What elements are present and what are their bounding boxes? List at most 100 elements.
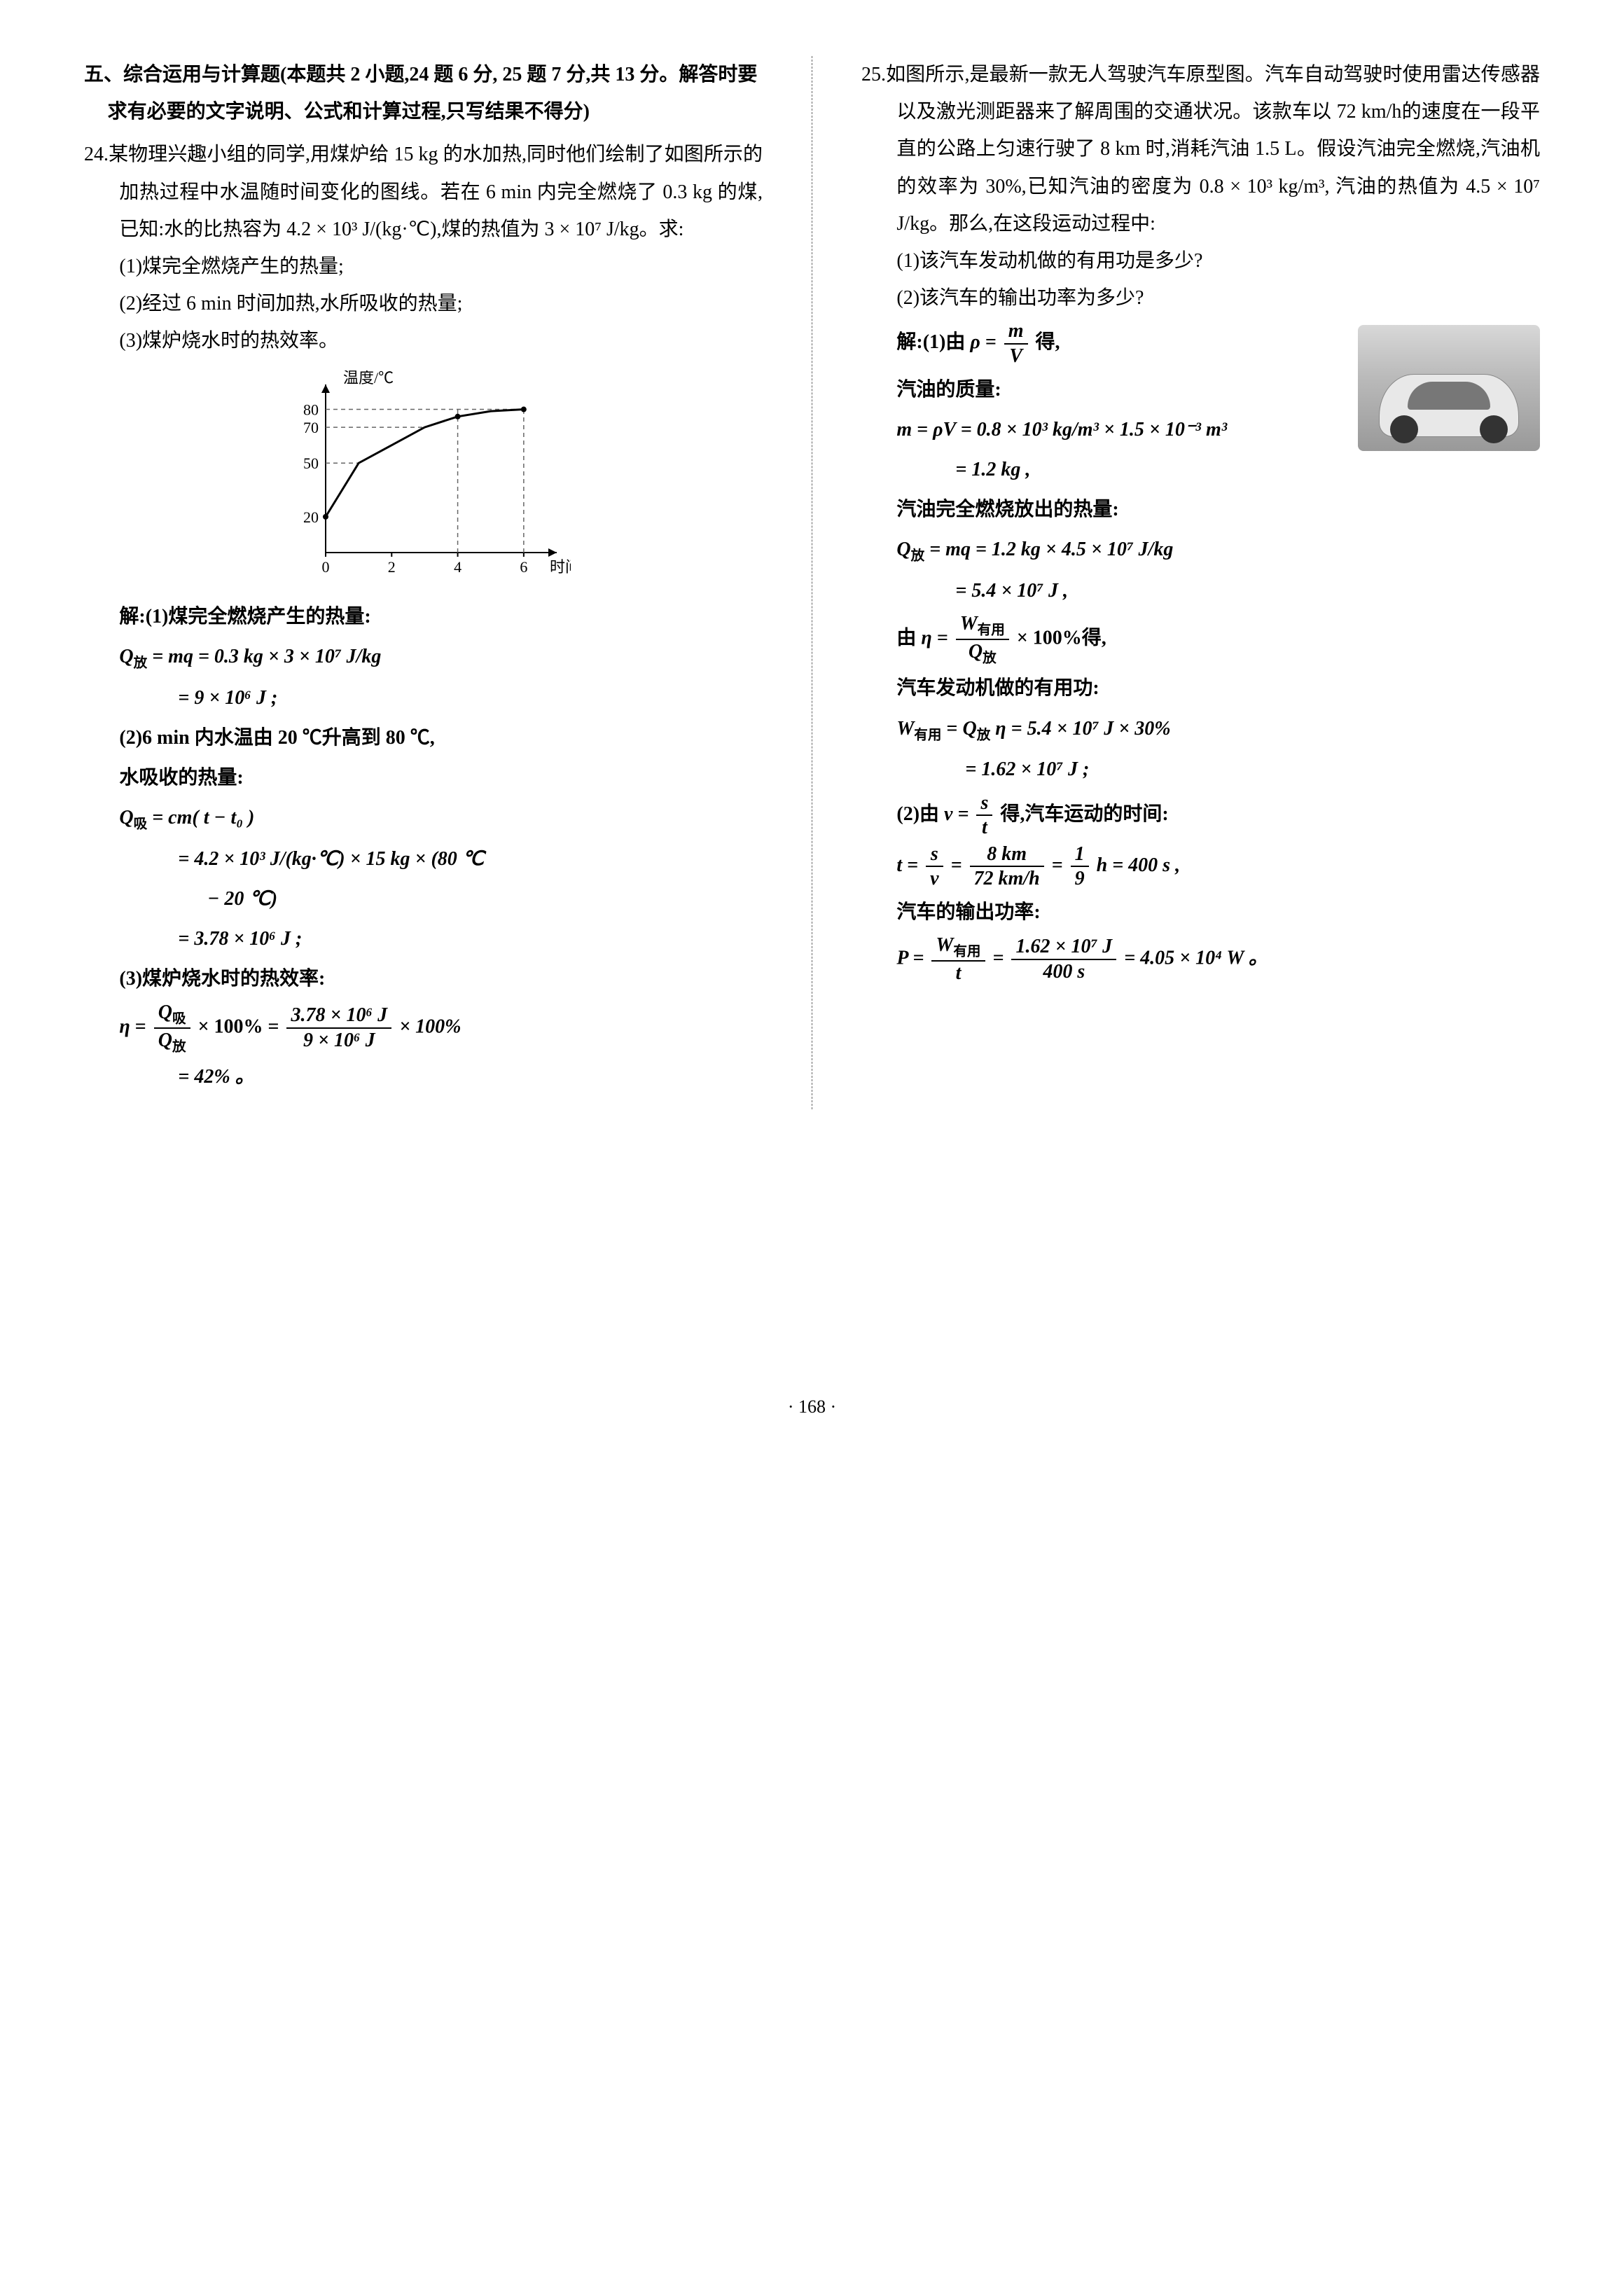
frac-val: 3.78 × 10⁶ J 9 × 10⁶ J [286,1004,391,1052]
q25-heat-label: 汽油完全燃烧放出的热量: [896,491,1540,528]
q25-text: 25.如图所示,是最新一款无人驾驶汽车原型图。汽车自动驾驶时使用雷达传感器以及激… [861,56,1540,242]
frac-w-q: W有用 Q放 [956,612,1009,667]
page-number: · 168 · [84,1389,1540,1424]
q25-heat: Q放 = mq = 1.2 kg × 4.5 × 10⁷ J/kg [896,531,1540,569]
q25-sol2-v: (2)由 v = s t 得,汽车运动的时间: [896,791,1540,840]
frac-q: Q放 [956,640,1009,667]
sub-fang3: 放 [977,728,991,742]
q24-sol-3-eq: η = Q吸 Q放 × 100% = 3.78 × 10⁶ J 9 × 10⁶ … [119,1001,763,1055]
var-eta2: η = [921,628,952,649]
svg-text:时间/min: 时间/min [550,558,571,576]
var-Qf3: Q [962,718,976,740]
frac-v2: v [926,867,943,891]
q24-number: 24. [84,144,109,165]
q25-number: 25. [861,64,886,85]
svg-text:20: 20 [303,508,319,525]
q24-sol-2b2: − 20 ℃) [119,880,763,917]
sub-xi: 吸 [134,817,148,832]
q25-mass-r: = 1.2 kg , [896,451,1540,488]
sol2-suffix: 得,汽车运动的时间: [1000,803,1168,825]
q25-p-label: 汽车的输出功率: [896,894,1540,931]
frac-1-9: 1 9 [1071,843,1089,891]
var-Q: Q [119,646,133,667]
svg-text:80: 80 [303,401,319,418]
frac-w: W有用 [956,612,1009,640]
section-header: 五、综合运用与计算题(本题共 2 小题,24 题 6 分, 25 题 7 分,共… [84,56,763,130]
eq-2a: = cm( t − t₀ ) [147,807,254,828]
q25-work-r: = 1.62 × 10⁷ J ; [896,751,1540,788]
eq3: = [1052,854,1068,876]
heat-eq: = mq = 1.2 kg × 4.5 × 10⁷ J/kg [924,539,1173,560]
q24-sol-1b: = 9 × 10⁶ J ; [119,679,763,716]
var-P: P = [896,947,929,969]
svg-text:0: 0 [321,558,329,576]
q24-sol-3-result: = 42% 。 [119,1058,763,1095]
question-24: 24.某物理兴趣小组的同学,用煤炉给 15 kg 的水加热,同时他们绘制了如图所… [84,136,763,1095]
q24-sol-label: 解:(1)煤完全燃烧产生的热量: [119,598,763,635]
eq-text: = [135,1015,151,1037]
p-result: = 4.05 × 10⁴ W 。 [1124,947,1268,969]
t-den2: 9 [1071,867,1089,891]
var-Qfang2: Q [896,539,910,560]
sol1-prefix: 解:(1)由 [896,331,970,353]
frac-s: s [976,791,992,817]
frac-st: s t [976,791,992,840]
var-rho: ρ = [970,331,1001,353]
frac-s2: s [926,843,943,868]
temperature-chart: 024620507080温度/℃时间/min [277,370,571,588]
eta-prefix: 由 [896,628,921,649]
q24-sol-2-label2: 水吸收的热量: [119,759,763,796]
eq: = [946,718,962,740]
car-wheel-left [1390,415,1418,443]
frac-8-72: 8 km 72 km/h [970,843,1044,891]
var-v: v = [944,803,973,825]
frac-v: V [1004,345,1028,368]
q24-sol-2-label: (2)6 min 内水温由 20 ℃升高到 80 ℃, [119,719,763,756]
q24-sol-2b: = 4.2 × 10³ J/(kg·℃) × 15 kg × (80 ℃ [119,840,763,878]
work-eq: η = 5.4 × 10⁷ J × 30% [990,718,1170,740]
p-den: 400 s [1011,960,1116,984]
frac-Q: Q吸 Q放 [154,1001,190,1055]
sub-youyong: 有用 [914,728,941,742]
t-end: h = 400 s , [1097,854,1180,876]
eta-suffix: × 100%得, [1017,628,1106,649]
eq2: = [951,854,967,876]
q25-eta: 由 η = W有用 Q放 × 100%得, [896,612,1540,667]
t-num1: 8 km [970,843,1044,868]
question-25: 25.如图所示,是最新一款无人驾驶汽车原型图。汽车自动驾驶时使用雷达传感器以及激… [861,56,1540,985]
page-content: 五、综合运用与计算题(本题共 2 小题,24 题 6 分, 25 题 7 分,共… [84,56,1540,1109]
eq4: = [993,947,1009,969]
q25-p-eq: P = W有用 t = 1.62 × 10⁷ J 400 s = 4.05 × … [896,934,1540,985]
q25-solution: 解:(1)由 ρ = m V 得, 汽油的质量: m = ρV = 0.8 × … [861,319,1540,985]
car-body-shape [1379,374,1519,437]
q25-sub2: (2)该汽车的输出功率为多少? [861,279,1540,317]
sol3-end: × 100% [399,1015,461,1037]
q24-sub1: (1)煤完全燃烧产生的热量; [84,248,763,285]
var-t: t = [896,854,923,876]
svg-text:70: 70 [303,419,319,436]
eq-1a: = mq = 0.3 kg × 3 × 10⁷ J/kg [147,646,381,667]
frac-Q-num: Q吸 [154,1001,190,1029]
frac-m: m [1004,319,1028,345]
q24-sol-3-label: (3)煤炉烧水时的热效率: [119,960,763,997]
svg-text:4: 4 [454,558,461,576]
q24-sub3: (3)煤炉烧水时的热效率。 [84,322,763,359]
frac-wt: W有用 t [931,934,985,985]
sol1-suffix: 得, [1036,331,1060,353]
svg-text:2: 2 [387,558,395,576]
frac-Q-den: Q放 [154,1029,190,1055]
var-eta: η [119,1015,134,1037]
q25-work-label: 汽车发动机做的有用功: [896,670,1540,707]
svg-text:6: 6 [520,558,527,576]
q25-work: W有用 = Q放 η = 5.4 × 10⁷ J × 30% [896,710,1540,749]
frac-wt-num: W有用 [931,934,985,962]
right-column: 25.如图所示,是最新一款无人驾驶汽车原型图。汽车自动驾驶时使用雷达传感器以及激… [861,56,1540,1109]
frac-t: t [976,816,992,840]
sub-fang2: 放 [911,549,925,564]
car-window-shape [1408,382,1490,410]
t-num2: 1 [1071,843,1089,868]
p-num: 1.62 × 10⁷ J [1011,935,1116,960]
q24-text: 24.某物理兴趣小组的同学,用煤炉给 15 kg 的水加热,同时他们绘制了如图所… [84,136,763,248]
frac-mv: m V [1004,319,1028,368]
left-column: 五、综合运用与计算题(本题共 2 小题,24 题 6 分, 25 题 7 分,共… [84,56,763,1109]
